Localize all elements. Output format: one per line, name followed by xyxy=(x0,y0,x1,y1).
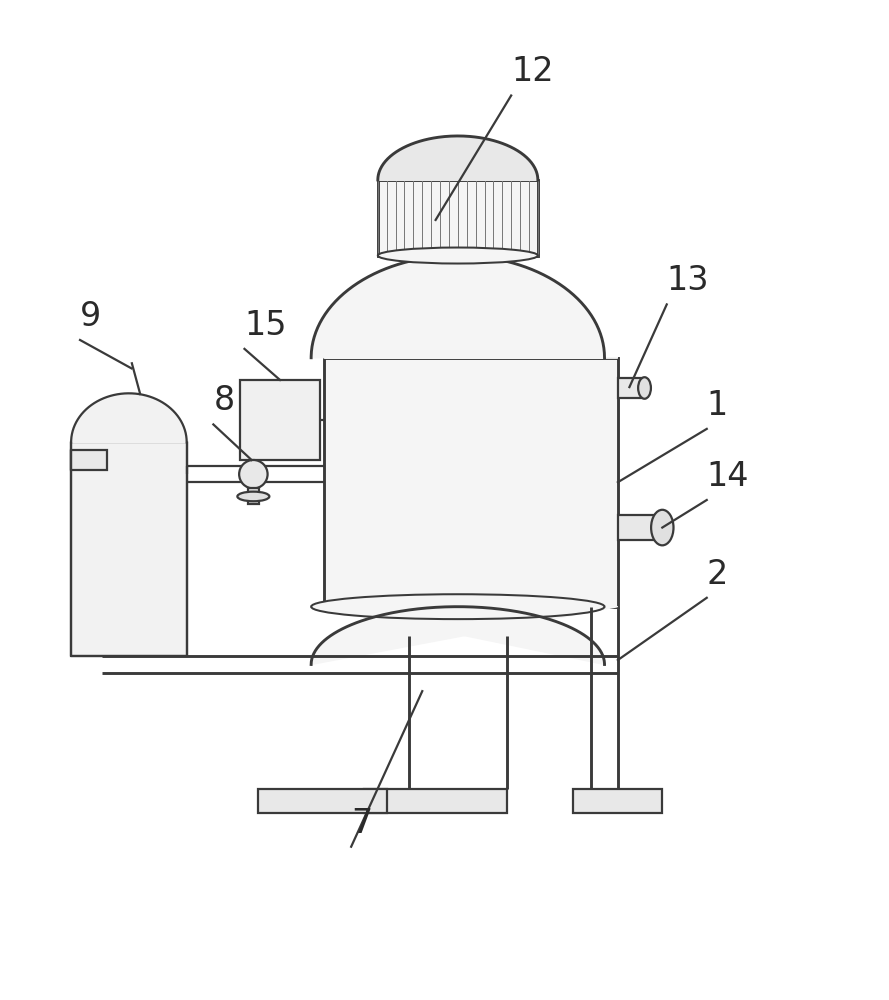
Bar xyxy=(618,515,662,540)
Bar xyxy=(258,789,387,813)
Bar xyxy=(573,789,662,813)
Bar xyxy=(71,450,107,470)
Ellipse shape xyxy=(651,510,674,545)
Bar xyxy=(378,180,538,256)
Text: 1: 1 xyxy=(707,389,728,422)
Text: 14: 14 xyxy=(707,460,749,493)
Text: 15: 15 xyxy=(244,309,287,342)
Text: 12: 12 xyxy=(511,55,554,88)
Ellipse shape xyxy=(237,492,269,501)
Polygon shape xyxy=(378,136,538,180)
Text: 13: 13 xyxy=(667,264,709,297)
Bar xyxy=(618,378,645,398)
Bar xyxy=(364,789,507,813)
Text: 7: 7 xyxy=(351,807,372,840)
Polygon shape xyxy=(311,607,618,664)
Ellipse shape xyxy=(311,594,605,619)
Text: 9: 9 xyxy=(80,300,101,333)
Circle shape xyxy=(239,460,268,488)
Ellipse shape xyxy=(378,248,538,264)
Bar xyxy=(324,358,618,607)
Ellipse shape xyxy=(638,377,651,399)
Text: 2: 2 xyxy=(707,558,728,591)
Polygon shape xyxy=(71,393,187,442)
Text: 8: 8 xyxy=(213,384,235,417)
Polygon shape xyxy=(311,256,618,358)
Bar xyxy=(248,488,259,504)
Bar xyxy=(71,442,187,656)
Bar xyxy=(240,380,320,460)
